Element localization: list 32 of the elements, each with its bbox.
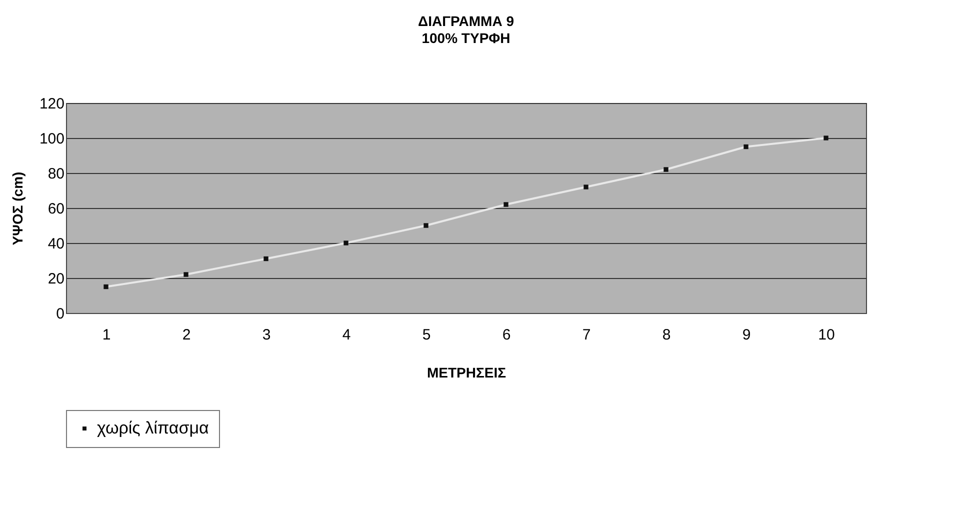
x-tick-label: 9 (742, 326, 751, 344)
y-tick-label: 60 (48, 200, 64, 218)
x-tick-label: 10 (818, 326, 835, 344)
legend-label: χωρίς λίπασμα (97, 418, 209, 438)
point (824, 136, 828, 140)
chart-subtitle: 100% ΤΥΡΦΗ (422, 30, 510, 46)
x-axis-title: ΜΕΤΡΗΣΕΙΣ (426, 364, 506, 380)
x-tick-label: 4 (342, 326, 351, 344)
x-tick-label: 2 (182, 326, 191, 344)
point (424, 223, 428, 228)
y-tick-label: 0 (56, 306, 64, 322)
y-tick-label: 100 (39, 130, 64, 148)
point (744, 144, 748, 150)
x-tick-label: 6 (502, 326, 511, 344)
x-tick-label: 1 (102, 326, 111, 344)
point (104, 284, 108, 290)
x-tick-label: 5 (422, 326, 431, 344)
chart-title: ΔΙΑΓΡΑΜΜΑ 9 (418, 13, 514, 29)
y-tick-label: 80 (48, 166, 64, 182)
x-tick-label: 7 (582, 326, 591, 344)
y-tick-label: 40 (48, 236, 64, 252)
point (264, 256, 268, 262)
y-axis-title: ΥΨΟΣ (cm) (9, 172, 26, 246)
point (584, 184, 588, 190)
point (344, 240, 348, 246)
point (664, 167, 668, 172)
point (184, 272, 188, 277)
x-tick-label: 8 (662, 326, 671, 344)
y-tick-label: 120 (39, 96, 64, 112)
y-tick-label: 20 (48, 270, 64, 288)
point (504, 202, 508, 207)
x-tick-label: 3 (262, 326, 271, 344)
